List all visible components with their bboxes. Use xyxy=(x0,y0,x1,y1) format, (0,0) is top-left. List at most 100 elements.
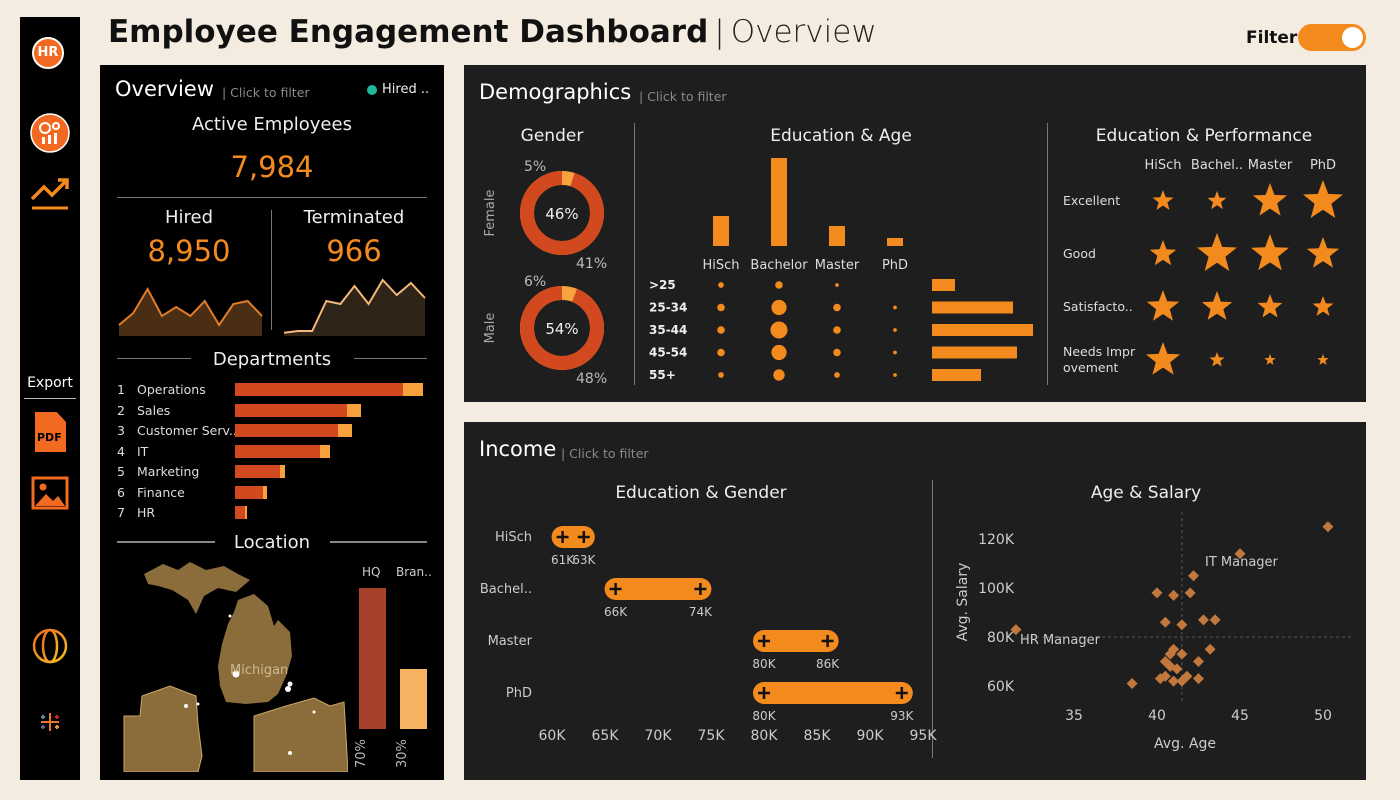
performance-column-label: Bachel.. xyxy=(1191,158,1243,173)
education-label: Bachelor xyxy=(750,258,808,273)
sparkline-area xyxy=(284,280,425,336)
performance-column-label: PhD xyxy=(1310,158,1336,173)
income-axis-tick: 70K xyxy=(645,728,673,744)
education-bar xyxy=(713,216,729,246)
income-axis-tick: 90K xyxy=(857,728,885,744)
analytics-icon[interactable] xyxy=(30,113,70,153)
trend-icon[interactable] xyxy=(30,175,70,211)
location-rule-right xyxy=(330,541,427,543)
hr-logo-icon[interactable]: HR xyxy=(32,37,64,69)
age-bar xyxy=(932,369,981,381)
income-panel xyxy=(464,422,1366,780)
department-rank: 7 xyxy=(117,505,125,520)
age-tick: 50 xyxy=(1314,708,1332,724)
income-marker xyxy=(609,583,622,595)
salary-point xyxy=(1010,624,1022,636)
age-education-dot xyxy=(770,321,788,339)
income-marker xyxy=(895,687,908,699)
female-top-pct: 5% xyxy=(524,159,546,175)
male-top-pct: 6% xyxy=(524,274,546,290)
department-row[interactable]: 1 Operations xyxy=(117,382,427,398)
performance-star xyxy=(1197,233,1237,271)
department-name: HR xyxy=(137,505,156,520)
salary-point xyxy=(1193,673,1204,685)
filter-toggle[interactable] xyxy=(1298,24,1366,51)
age-label: 25-34 xyxy=(649,301,687,315)
dashboard-title: Employee Engagement Dashboard xyxy=(108,14,709,50)
salary-point xyxy=(1171,663,1183,675)
demographics-hint[interactable]: | Click to filter xyxy=(639,89,727,104)
department-bar-main xyxy=(235,506,245,519)
department-row[interactable]: 6 Finance xyxy=(117,485,427,501)
age-label: 35-44 xyxy=(649,323,687,337)
department-bar-main xyxy=(235,485,263,499)
demographics-title: Demographics xyxy=(479,80,632,104)
department-bar-extra xyxy=(403,383,423,396)
salary-point xyxy=(1168,675,1180,687)
performance-star xyxy=(1149,240,1177,266)
hq-bar[interactable] xyxy=(359,588,386,729)
income-row-label: Bachel.. xyxy=(480,582,532,597)
department-row[interactable]: 5 Marketing xyxy=(117,464,427,480)
female-bottom-pct: 41% xyxy=(576,256,607,272)
globe-icon[interactable] xyxy=(31,627,69,665)
salary-axis-label: Avg. Salary xyxy=(955,563,971,642)
department-row[interactable]: 2 Sales xyxy=(117,403,427,419)
salary-point xyxy=(1197,614,1209,626)
demographics-charts[interactable]: Gender 46% 5% 41% Female 54% 6% 48% Male Educatio… xyxy=(464,115,1366,395)
departments-title: Departments xyxy=(212,349,332,370)
tableau-icon[interactable] xyxy=(38,710,62,734)
hired-sparkline[interactable] xyxy=(118,268,263,336)
salary-point xyxy=(1234,548,1246,560)
age-tick: 35 xyxy=(1065,708,1083,724)
income-range-bar xyxy=(604,578,712,600)
sparkline-line xyxy=(118,286,263,327)
hired-legend[interactable]: Hired .. xyxy=(382,82,430,97)
age-bar xyxy=(932,324,1033,336)
pdf-icon[interactable]: PDF xyxy=(35,412,66,452)
performance-star xyxy=(1209,352,1225,367)
income-low-label: 66K xyxy=(604,605,628,619)
income-hint[interactable]: | Click to filter xyxy=(561,446,649,461)
department-bar-extra xyxy=(245,506,247,519)
age-education-dot xyxy=(833,303,841,312)
income-axis-tick: 85K xyxy=(804,728,832,744)
age-salary-title: Age & Salary xyxy=(1091,483,1201,503)
departments-rule-left xyxy=(117,358,191,359)
age-tick: 40 xyxy=(1148,708,1166,724)
image-icon[interactable] xyxy=(31,476,69,510)
age-bar xyxy=(932,301,1013,314)
departments-rule-right xyxy=(354,358,427,359)
salary-point xyxy=(1151,587,1163,599)
income-high-label: 63K xyxy=(572,553,596,567)
salary-point xyxy=(1176,648,1188,660)
age-education-dot xyxy=(771,344,787,361)
female-label: Female xyxy=(483,189,498,236)
branch-bar[interactable] xyxy=(400,668,427,729)
performance-star xyxy=(1264,354,1276,365)
performance-star xyxy=(1312,296,1334,316)
education-bar xyxy=(829,226,845,246)
location-map[interactable] xyxy=(118,556,348,772)
age-bar xyxy=(932,346,1017,359)
salary-point xyxy=(1184,587,1196,599)
department-row[interactable]: 4 IT xyxy=(117,444,427,460)
education-age-title: Education & Age xyxy=(770,126,912,146)
department-rank: 4 xyxy=(117,443,125,459)
demographics-panel xyxy=(464,65,1366,402)
sidebar: HR Export PDF xyxy=(20,17,80,780)
hq-percent: 70% xyxy=(354,739,369,768)
terminated-sparkline[interactable] xyxy=(283,268,426,336)
department-row[interactable]: 7 HR xyxy=(117,505,427,521)
performance-star xyxy=(1252,183,1288,216)
location-title: Location xyxy=(233,532,311,553)
department-row[interactable]: 3 Customer Serv.. xyxy=(117,423,427,439)
hired-value: 8,950 xyxy=(147,234,231,268)
michigan-label: Michigan xyxy=(230,663,289,678)
performance-star xyxy=(1152,190,1174,210)
terminated-label: Terminated xyxy=(303,207,405,228)
overview-hint[interactable]: | Click to filter xyxy=(222,85,310,100)
department-rank: 5 xyxy=(117,464,125,479)
age-axis-label: Avg. Age xyxy=(1154,736,1216,752)
